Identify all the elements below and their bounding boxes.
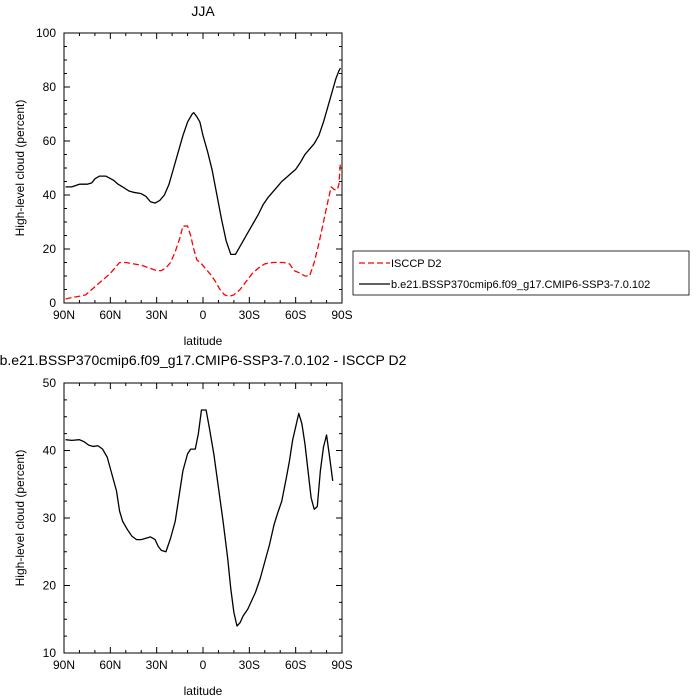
bottom-panel: b.e21.BSSP370cmip6.f09_g17.CMIP6-SSP3-7.… [0,352,407,698]
y-tick-label: 50 [43,376,57,390]
x-tick-label: 30N [146,308,168,322]
series-line-0 [65,409,334,627]
plot-frame [63,32,343,304]
x-tick-label: 60S [285,308,306,322]
x-axis-label: latitude [184,684,223,698]
x-tick-label: 90N [53,308,75,322]
x-tick-label: 30N [146,658,168,672]
legend: ISCCP D2 b.e21.BSSP370cmip6.f09_g17.CMIP6… [352,250,690,296]
series-line-1 [65,67,342,256]
x-tick-label: 60S [285,658,306,672]
y-tick-label: 0 [49,296,56,310]
y-tick-label: 40 [43,188,57,202]
y-tick-label: 60 [43,134,57,148]
series-line-0 [65,162,342,300]
panel-title: b.e21.BSSP370cmip6.f09_g17.CMIP6-SSP3-7.… [0,352,407,368]
x-axis-label: latitude [184,334,223,348]
plot-frame [63,382,343,654]
x-tick-label: 60N [99,658,121,672]
y-tick-label: 20 [43,579,57,593]
legend-box [352,250,690,296]
panel-title: JJA [191,3,215,19]
x-tick-label: 90N [53,658,75,672]
y-tick-label: 80 [43,80,57,94]
y-tick-label: 30 [43,511,57,525]
x-tick-label: 0 [200,308,207,322]
y-tick-label: 10 [43,646,57,660]
x-tick-label: 90S [331,308,352,322]
x-tick-label: 60N [99,308,121,322]
y-axis-label: High-level cloud (percent) [13,450,27,587]
x-tick-label: 30S [239,658,260,672]
y-tick-label: 20 [43,242,57,256]
y-axis-label: High-level cloud (percent) [13,100,27,237]
top-panel: JJA 90N 60N 30N 0 30S 60S 90S 0 20 40 60 80 100 latitu… [13,3,353,348]
x-tick-label: 90S [331,658,352,672]
legend-label-1: b.e21.BSSP370cmip6.f09_g17.CMIP6-SSP3-7.… [391,279,650,291]
y-tick-label: 40 [43,444,57,458]
legend-label-0: ISCCP D2 [391,258,442,270]
x-tick-label: 30S [239,308,260,322]
x-tick-label: 0 [200,658,207,672]
y-tick-label: 100 [36,26,56,40]
